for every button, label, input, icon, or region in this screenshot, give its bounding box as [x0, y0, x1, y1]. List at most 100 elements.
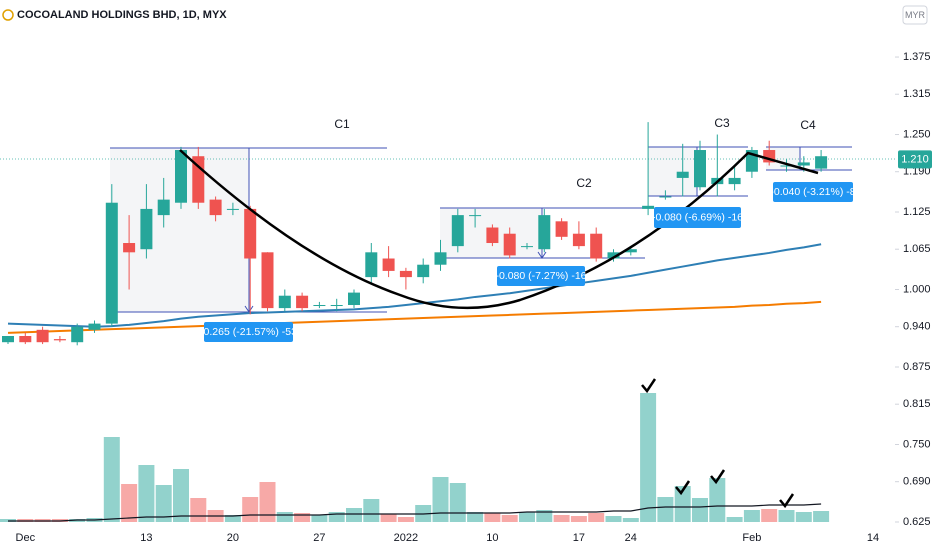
candle-body [175, 150, 187, 203]
volume-bar [173, 469, 189, 522]
candle-body [486, 227, 499, 244]
volume-bar [484, 513, 501, 522]
moving-average [7, 300, 822, 334]
measure-label: -0.040 (-3.21%) -8 [770, 186, 855, 198]
candle-body [123, 243, 136, 253]
measure-label: -0.080 (-7.27%) -16 [495, 270, 586, 282]
volume-bar [813, 511, 830, 522]
candle-body [694, 150, 706, 188]
candle-body [521, 246, 533, 248]
candle-body [348, 292, 360, 306]
annotation: C3 [714, 116, 730, 130]
axes: 1.375 1.315 1.250 1.190 1.125 1.065 1.000 0.940… [16, 28, 932, 544]
checkmark [641, 378, 657, 394]
candle-body [676, 171, 689, 178]
volume-bar [224, 515, 241, 522]
x-tick-label: Dec [16, 532, 36, 544]
candle-body [140, 208, 153, 250]
volume-bar [501, 515, 518, 522]
y-tick-label: 0.750 [903, 438, 931, 450]
volume-bar [657, 497, 674, 522]
checkmark [710, 469, 726, 485]
currency-label[interactable]: MYR [905, 10, 926, 20]
candle-body [815, 156, 828, 169]
volume-bar [795, 512, 812, 522]
candle-body [538, 215, 551, 250]
y-tick-label: 1.125 [903, 206, 931, 218]
candle-body [797, 162, 810, 166]
volume-bar [346, 508, 362, 522]
volume-bar [242, 497, 259, 522]
candle-body [399, 270, 412, 278]
volume-ma-line [8, 503, 822, 522]
volume-bar [622, 518, 639, 522]
candle-body [53, 339, 66, 341]
volume-bar [328, 512, 345, 522]
volume-bar [138, 465, 155, 522]
last-price-label: 1.210 [901, 154, 929, 166]
y-tick-label: 1.250 [903, 128, 931, 140]
candle-body [434, 252, 447, 265]
annotation: C4 [800, 118, 816, 132]
x-tick-label: 10 [486, 532, 498, 544]
measure-label: -0.265 (-21.57%) -53 [200, 326, 297, 338]
measure-box [204, 322, 293, 342]
x-tick-label: 14 [867, 532, 879, 544]
marks [0, 122, 830, 522]
measure-label: -0.080 (-6.69%) -16 [652, 211, 743, 223]
volume-bar [449, 483, 466, 522]
y-tick-label: 0.625 [903, 516, 931, 528]
candle-body [226, 208, 239, 210]
measure-box [773, 182, 853, 202]
candle-body [572, 233, 585, 247]
annotation: C1 [334, 117, 350, 131]
candle-body [417, 264, 430, 278]
y-tick-label: 1.315 [903, 88, 931, 100]
price-axis-bg [895, 28, 932, 538]
x-tick-label: 27 [313, 532, 325, 544]
volume-bar [674, 486, 691, 522]
y-tick-label: 1.190 [903, 166, 931, 178]
y-tick-label: 1.065 [903, 243, 931, 255]
x-tick-label: 20 [227, 532, 239, 544]
volume-bar [311, 515, 328, 522]
x-tick-label: 17 [573, 532, 585, 544]
y-tick-label: 1.000 [903, 283, 931, 295]
x-tick-label: Feb [742, 532, 761, 544]
annotation: C2 [576, 176, 592, 190]
x-tick-label: 2022 [394, 532, 418, 544]
y-tick-label: 0.815 [903, 398, 931, 410]
measure-box [497, 266, 585, 286]
candle-body [296, 295, 309, 309]
candle-body [607, 252, 620, 259]
volume-bar [743, 510, 760, 522]
volume-bar [294, 513, 311, 522]
candle-body [451, 215, 464, 247]
candle-body [642, 205, 655, 209]
volume-bar [155, 485, 172, 522]
candle-body [313, 305, 326, 307]
candle-body [624, 249, 637, 253]
volume-bar [761, 509, 778, 522]
candle-body [659, 196, 672, 198]
candle-body [780, 165, 793, 167]
candle-body [105, 202, 118, 324]
cup-curve [179, 149, 819, 310]
volume-bar [709, 478, 726, 522]
volume-bar [726, 517, 743, 522]
volume-bar [276, 512, 293, 522]
candle-body [2, 336, 14, 343]
candle-body [261, 252, 274, 309]
candle-body [209, 199, 222, 216]
volume-bar [778, 510, 795, 522]
last-price-tag [898, 150, 932, 169]
currency-button[interactable] [902, 5, 928, 25]
overlay: C1 C2 C3 C4 -0.265 (-21.57%) -53 -0.080 … [2, 5, 928, 509]
volume-bar [588, 513, 605, 522]
candle-body [19, 336, 32, 343]
volume-bar [640, 393, 657, 522]
y-tick-label: 0.940 [903, 321, 931, 333]
volume-bar [570, 516, 587, 522]
arrow-head [537, 251, 547, 259]
